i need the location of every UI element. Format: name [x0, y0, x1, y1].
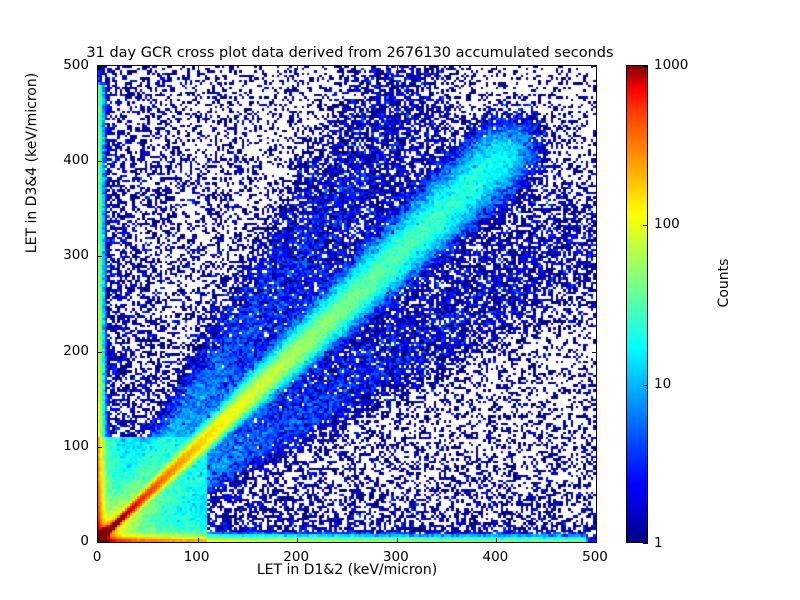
x-tick-mark-top [596, 65, 597, 70]
colorbar-tick-label: 1 [654, 535, 663, 551]
y-tick-label: 100 [63, 437, 89, 454]
density-scatter-plot[interactable] [98, 66, 596, 542]
x-tick-label: 400 [482, 549, 509, 565]
y-tick-mark-right [592, 351, 597, 353]
plot-axes[interactable] [97, 65, 597, 543]
y-tick-mark-right [592, 161, 597, 163]
y-tick-label: 500 [63, 57, 89, 73]
y-tick-mark-right [592, 446, 597, 448]
plot-title-line-1: 31 day GCR cross plot data derived from … [86, 45, 614, 61]
x-tick-mark [197, 538, 199, 543]
y-axis-label: LET in D3&4 (keV/micron) [24, 72, 40, 254]
x-tick-label: 0 [92, 549, 102, 565]
x-axis-label: LET in D1&2 (keV/micron) [256, 562, 438, 578]
x-tick-mark-top [98, 65, 99, 70]
y-tick-mark [97, 351, 102, 353]
colorbar-tick-label: 100 [654, 216, 680, 233]
colorbar[interactable] [626, 65, 648, 544]
x-tick-mark [297, 538, 299, 543]
y-tick-mark-right [592, 66, 597, 67]
colorbar-tick-mark [643, 384, 648, 386]
y-tick-label: 400 [63, 152, 89, 169]
colorbar-tick-label: 10 [654, 375, 672, 392]
colorbar-tick-mark [643, 543, 648, 544]
y-tick-mark [97, 66, 102, 67]
x-tick-mark [396, 538, 398, 543]
x-tick-mark-top [396, 65, 398, 70]
x-tick-mark [496, 538, 498, 543]
colorbar-label: Counts [716, 258, 732, 308]
colorbar-tick-mark [643, 225, 648, 227]
y-tick-label: 300 [63, 247, 89, 264]
colorbar-tick-label: 1000 [654, 57, 689, 73]
y-tick-mark [97, 542, 102, 543]
x-tick-label: 300 [382, 549, 409, 565]
y-tick-mark [97, 161, 102, 163]
colorbar-tick-mark [643, 66, 648, 67]
x-tick-mark [596, 538, 597, 543]
x-tick-mark-top [496, 65, 498, 70]
y-tick-mark-right [592, 542, 597, 543]
x-tick-label: 500 [582, 549, 608, 565]
y-tick-label: 200 [63, 342, 89, 359]
y-tick-mark [97, 256, 102, 258]
x-tick-label: 200 [283, 549, 310, 565]
y-tick-label: 0 [80, 533, 89, 549]
x-tick-mark-top [297, 65, 299, 70]
x-tick-mark-top [197, 65, 199, 70]
y-tick-mark-right [592, 256, 597, 258]
x-tick-mark [98, 538, 99, 543]
x-tick-label: 100 [183, 549, 210, 565]
y-tick-mark [97, 446, 102, 448]
